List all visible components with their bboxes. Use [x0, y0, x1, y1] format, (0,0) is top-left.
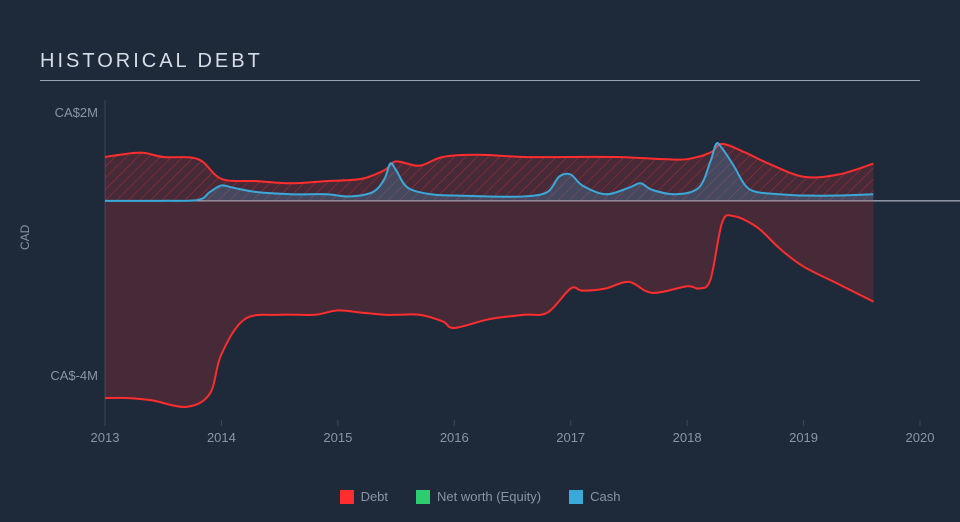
x-tick-label: 2014: [201, 430, 241, 445]
y-tick-label: CA$-4M: [38, 368, 98, 383]
chart-container: HISTORICAL DEBT CAD Debt Net worth (Equi…: [0, 0, 960, 522]
x-tick-label: 2020: [900, 430, 940, 445]
legend-item-cash: Cash: [569, 489, 620, 504]
legend: Debt Net worth (Equity) Cash: [0, 489, 960, 504]
legend-label-cash: Cash: [590, 489, 620, 504]
legend-swatch-debt: [340, 490, 354, 504]
legend-swatch-equity: [416, 490, 430, 504]
debt-area-lower: [105, 201, 873, 407]
x-tick-label: 2017: [551, 430, 591, 445]
legend-swatch-cash: [569, 490, 583, 504]
x-tick-label: 2015: [318, 430, 358, 445]
legend-item-equity: Net worth (Equity): [416, 489, 541, 504]
x-tick-label: 2018: [667, 430, 707, 445]
legend-label-equity: Net worth (Equity): [437, 489, 541, 504]
x-tick-label: 2013: [85, 430, 125, 445]
x-tick-label: 2019: [784, 430, 824, 445]
legend-item-debt: Debt: [340, 489, 388, 504]
y-tick-label: CA$2M: [38, 105, 98, 120]
x-tick-label: 2016: [434, 430, 474, 445]
legend-label-debt: Debt: [361, 489, 388, 504]
